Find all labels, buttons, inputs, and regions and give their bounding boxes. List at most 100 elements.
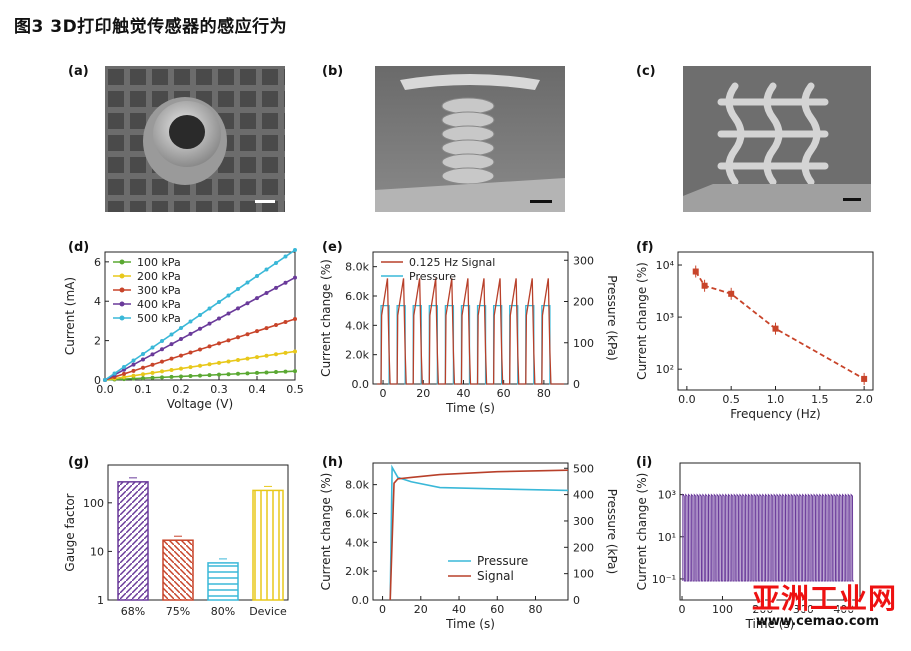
x-axis-label: Time (s) bbox=[745, 617, 795, 631]
y-tick-label: 0.0 bbox=[352, 594, 370, 607]
y-axis-label: Current (mA) bbox=[63, 277, 77, 355]
data-point bbox=[198, 373, 202, 378]
y-right-tick-label: 100 bbox=[573, 337, 594, 350]
data-point bbox=[236, 306, 240, 311]
data-point bbox=[179, 366, 183, 371]
data-point bbox=[293, 369, 297, 374]
bar bbox=[117, 481, 149, 601]
panel-label-f: (f) bbox=[636, 240, 654, 255]
y-tick-label: 10³ bbox=[656, 311, 674, 324]
data-point bbox=[217, 360, 221, 365]
y-right-tick-label: 200 bbox=[573, 296, 594, 309]
plot-frame bbox=[372, 462, 569, 601]
y-tick-label: 10¹ bbox=[658, 531, 676, 544]
y-tick-label: 0.0 bbox=[352, 378, 370, 391]
data-point bbox=[207, 306, 212, 311]
series-pressure bbox=[389, 464, 569, 601]
panel-label-c: (c) bbox=[636, 64, 656, 79]
data-point bbox=[245, 301, 250, 306]
plot-frame bbox=[677, 251, 874, 391]
y-tick-label: 2.0k bbox=[345, 349, 369, 362]
data-point bbox=[160, 347, 164, 352]
y-tick-label: 4.0k bbox=[345, 536, 369, 549]
data-point bbox=[226, 311, 231, 316]
y-tick-label: 8.0k bbox=[345, 479, 369, 492]
data-point bbox=[217, 300, 221, 305]
data-point bbox=[198, 326, 202, 331]
data-point bbox=[293, 275, 297, 280]
series-line bbox=[694, 271, 865, 380]
x-tick-label: 80 bbox=[529, 603, 543, 616]
chart-i: 0 100 200 300 400 10⁻¹ 10¹ 10³ Time (s) Current c… bbox=[635, 462, 861, 631]
y-tick-label: 6 bbox=[94, 256, 101, 269]
x-tick-label: 0.3 bbox=[210, 383, 228, 396]
data-point bbox=[283, 280, 288, 285]
plot-frame bbox=[107, 464, 289, 601]
data-point bbox=[188, 374, 193, 379]
x-tick-label: 20 bbox=[414, 603, 428, 616]
y-axis-label: Gauge factor bbox=[63, 493, 77, 571]
data-point bbox=[179, 326, 183, 331]
x-tick-label: 100 bbox=[712, 603, 733, 616]
y-tick-label: 10 bbox=[90, 545, 104, 558]
y-tick-label: 10² bbox=[656, 363, 674, 376]
data-point bbox=[141, 372, 145, 377]
panel-label-g: (g) bbox=[68, 455, 90, 470]
data-point bbox=[188, 319, 193, 324]
data-point bbox=[169, 368, 174, 373]
sem-image-b bbox=[375, 66, 565, 212]
series-signal bbox=[389, 469, 569, 601]
data-point bbox=[283, 320, 288, 325]
bar bbox=[162, 539, 194, 601]
data-point bbox=[255, 274, 259, 279]
legend-label: 400 kPa bbox=[137, 298, 181, 311]
data-point bbox=[245, 332, 250, 337]
data-point bbox=[264, 370, 269, 375]
data-point bbox=[131, 358, 136, 363]
y-axis-label: Current change (%) bbox=[319, 259, 333, 377]
data-point bbox=[245, 280, 250, 285]
x-tick-label: 400 bbox=[833, 603, 854, 616]
panel-label-b: (b) bbox=[322, 64, 344, 79]
data-point bbox=[293, 349, 297, 354]
data-point bbox=[198, 363, 202, 368]
data-point bbox=[255, 329, 259, 334]
y-tick-label: 10⁻¹ bbox=[652, 573, 676, 586]
data-point bbox=[179, 374, 183, 379]
data-point bbox=[226, 338, 231, 343]
y-tick-label: 8.0k bbox=[345, 261, 369, 274]
series-300-kPa: 300 kPa bbox=[103, 284, 297, 382]
data-point bbox=[160, 339, 164, 344]
chart-d: 0.0 0.1 0.2 0.3 0.4 0.5 0 2 4 6 Voltage (V) Current… bbox=[63, 248, 304, 411]
data-point bbox=[141, 352, 145, 357]
x-tick-label: 0 bbox=[379, 603, 386, 616]
x-tick-label: 0.5 bbox=[722, 393, 740, 406]
y-tick-label: 4.0k bbox=[345, 319, 369, 332]
data-point bbox=[103, 378, 107, 382]
data-point bbox=[131, 362, 136, 367]
data-point bbox=[112, 371, 117, 376]
data-point bbox=[264, 326, 269, 331]
x-tick-label: 60 bbox=[490, 603, 504, 616]
panel-label-h: (h) bbox=[322, 455, 344, 470]
x-tick-label: 68% bbox=[121, 605, 145, 618]
chart-f: 0.0 0.5 1.0 1.5 2.0 10² 10³ 10⁴ Frequency (Hz) Cu… bbox=[635, 251, 874, 421]
y-tick-label: 10³ bbox=[658, 489, 676, 502]
data-point bbox=[150, 345, 155, 350]
plot-frame bbox=[679, 462, 861, 601]
data-point bbox=[131, 373, 136, 378]
y-tick-label: 6.0k bbox=[345, 507, 369, 520]
x-tick-label: 200 bbox=[752, 603, 773, 616]
legend-label: 200 kPa bbox=[137, 270, 181, 283]
data-point bbox=[122, 371, 126, 376]
y-axis-label: Current change (%) bbox=[319, 473, 333, 591]
legend-label: 0.125 Hz Signal bbox=[409, 256, 495, 269]
data-point bbox=[122, 375, 126, 380]
x-tick-label: Device bbox=[249, 605, 287, 618]
data-point bbox=[169, 374, 174, 379]
data-point bbox=[169, 332, 174, 337]
x-axis-label: Time (s) bbox=[445, 401, 495, 415]
data-point bbox=[160, 359, 164, 364]
chart-e: 0 20 40 60 80 0.0 2.0k 4.0k 6.0k 8.0k 0 100 200 300 Ti… bbox=[319, 251, 618, 415]
data-point bbox=[207, 321, 212, 326]
